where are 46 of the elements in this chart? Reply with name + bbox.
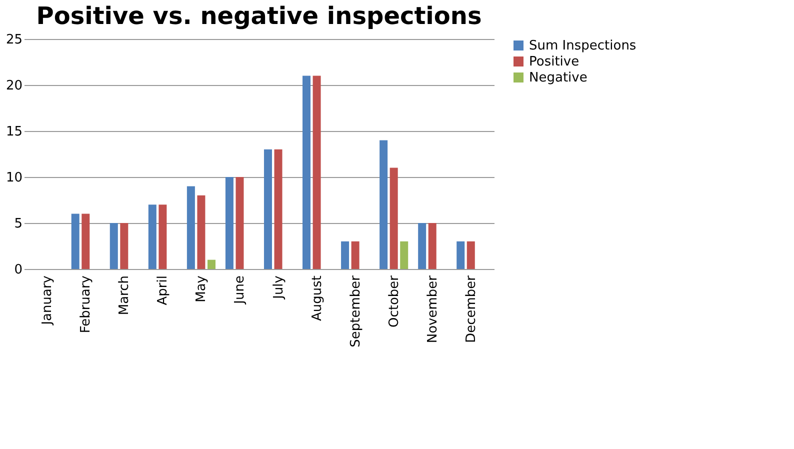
y-tick-label: 20: [6, 78, 22, 94]
bar: [82, 214, 90, 269]
chart-title: Positive vs. negative inspections: [36, 2, 482, 30]
bar: [158, 204, 167, 269]
x-tick-label: December: [464, 274, 479, 343]
bar: [197, 195, 206, 269]
bar: [341, 241, 350, 269]
x-tick-label: November: [425, 274, 440, 344]
x-tick-label: May: [194, 275, 210, 302]
x-tick-label: March: [117, 276, 132, 316]
bar: [148, 204, 156, 269]
legend-label: Positive: [529, 54, 580, 70]
bar: [351, 241, 360, 269]
y-tick-label: 25: [6, 32, 22, 48]
bar: [207, 260, 216, 269]
x-tick-label: July: [271, 275, 286, 300]
bar: [302, 76, 311, 269]
bar: [264, 149, 272, 269]
bar: [418, 223, 426, 269]
legend-label: Sum Inspections: [529, 38, 636, 54]
y-tick-label: 15: [6, 124, 22, 140]
x-tick-label: October: [386, 274, 402, 328]
bar: [225, 177, 234, 269]
bar: [466, 241, 475, 269]
x-tick-label: February: [78, 275, 94, 334]
bar: [71, 214, 80, 269]
bar: [380, 140, 388, 269]
bar: [400, 241, 408, 269]
bar: [186, 186, 195, 269]
bar: [110, 223, 118, 269]
x-tick-label: January: [40, 275, 56, 326]
x-tick-label: June: [232, 276, 248, 305]
x-tick-label: April: [156, 276, 171, 306]
x-tick-label: September: [348, 274, 364, 348]
y-tick-label: 0: [14, 262, 22, 278]
bar: [428, 223, 436, 269]
bar: [456, 241, 465, 269]
y-tick-label: 10: [6, 170, 22, 186]
bar: [274, 149, 282, 269]
y-tick-label: 5: [14, 216, 22, 232]
bar: [120, 223, 128, 269]
x-tick-label: August: [310, 276, 325, 321]
bar: [312, 76, 321, 269]
legend-label: Negative: [529, 70, 588, 86]
bar: [390, 168, 398, 269]
bar: [236, 177, 244, 269]
